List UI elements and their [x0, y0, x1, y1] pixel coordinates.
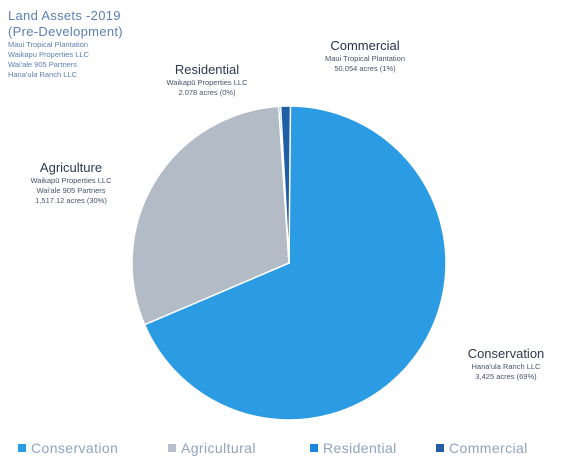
commercial-owner: Maui Tropical Plantation [324, 54, 406, 63]
legend-item-residential: Residential [310, 438, 397, 458]
slice-agriculture [131, 105, 290, 326]
residential-acres: 2.078 acres (0%) [178, 88, 236, 97]
agriculture-owner: Wai'ale 905 Partners [36, 186, 106, 195]
owner-line: Maui Tropical Plantation [8, 40, 89, 49]
residential-owner: Waikapū Properties LLC [166, 78, 248, 87]
commercial-acres: 50.054 acres (1%) [334, 64, 396, 73]
agriculture-name: Agriculture [39, 160, 103, 175]
legend-label: Conservation [31, 440, 119, 456]
chart-title-block: Land Assets -2019 (Pre-Development) Maui… [8, 8, 123, 80]
legend-item-conservation: Conservation [18, 438, 118, 458]
chart-subtitle: (Pre-Development) [8, 24, 123, 39]
slice-commercial [279, 105, 292, 264]
commercial-label: Commercial Maui Tropical Plantation 50.0… [290, 38, 440, 74]
legend-swatch [436, 444, 444, 452]
owner-line: Waikapu Properties LLC [8, 50, 90, 59]
agriculture-owner: Waikapū Properties LLC [30, 176, 112, 185]
owner-line: Wai'ale 905 Partners [8, 60, 78, 69]
legend-swatch [18, 444, 26, 452]
commercial-name: Commercial [330, 38, 400, 53]
legend-item-commercial: Commercial [436, 438, 528, 458]
residential-name: Residential [174, 62, 240, 77]
conservation-label: Conservation Hana'ula Ranch LLC 3,425 ac… [442, 346, 570, 382]
legend-item-agricultural: Agricultural [168, 438, 256, 458]
agriculture-acres: 1,517.12 acres (30%) [35, 196, 107, 205]
residential-label: Residential Waikapū Properties LLC 2.078… [142, 62, 272, 98]
chart-title: Land Assets -2019 [8, 8, 121, 23]
conservation-owner: Hana'ula Ranch LLC [471, 362, 541, 371]
slice-conservation [143, 105, 447, 421]
conservation-name: Conservation [467, 346, 545, 361]
legend-label: Agricultural [181, 440, 256, 456]
legend-label: Residential [323, 440, 397, 456]
legend-label: Commercial [449, 440, 528, 456]
owner-line: Hana'ula Ranch LLC [8, 70, 77, 79]
agriculture-label: Agriculture Waikapū Properties LLC Wai'a… [2, 160, 140, 206]
legend-swatch [168, 444, 176, 452]
chart-legend: Conservation Agricultural Residential Co… [18, 438, 563, 458]
legend-swatch [310, 444, 318, 452]
conservation-acres: 3,425 acres (69%) [475, 372, 537, 381]
